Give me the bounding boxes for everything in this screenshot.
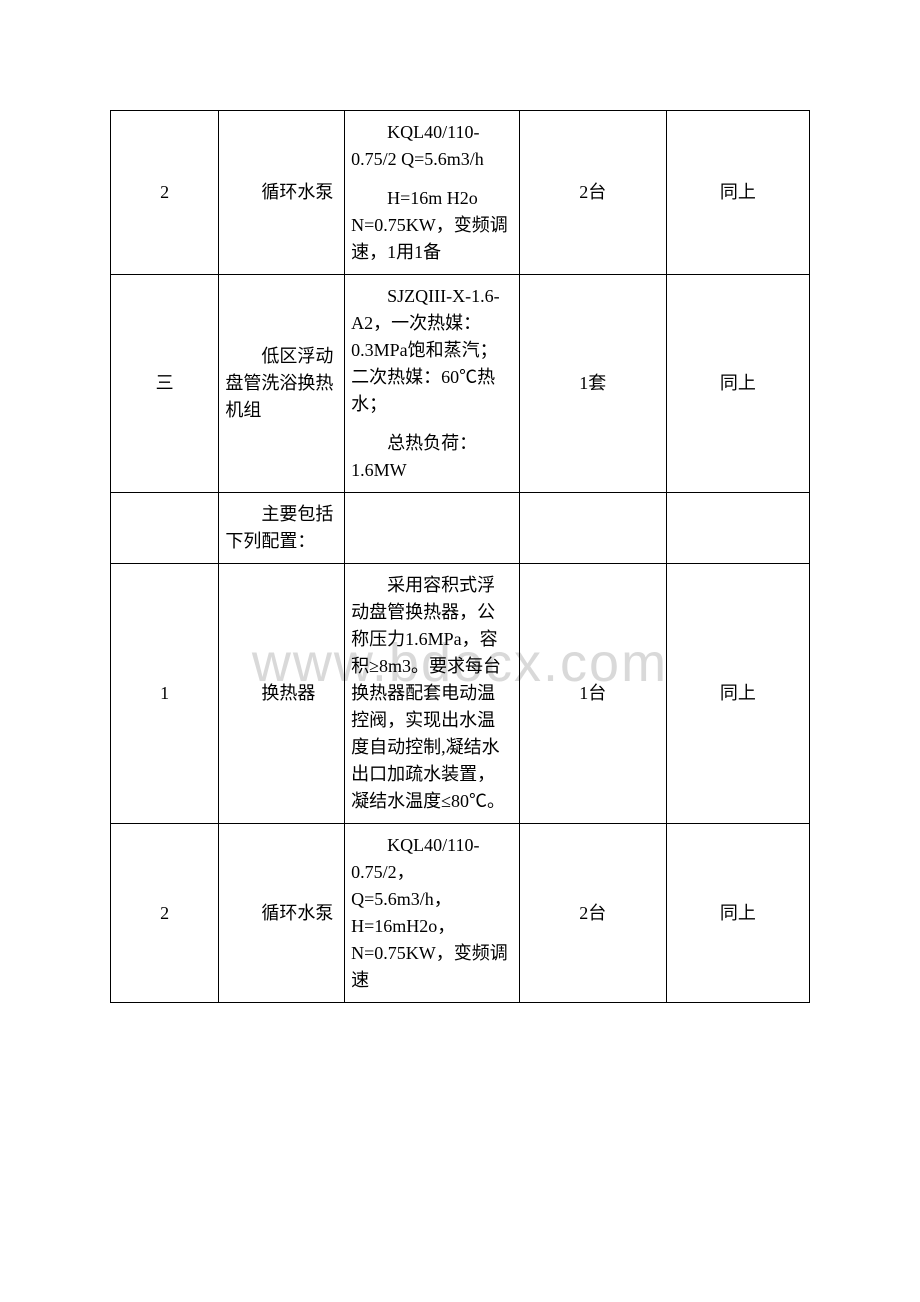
cell-spec-block: 采用容积式浮动盘管换热器，公称压力1.6MPa，容积≥8m3。要求每台换热器配套… [351,572,513,815]
cell-remark: 同上 [666,564,809,824]
cell-qty: 2台 [519,824,666,1003]
cell-spec: 采用容积式浮动盘管换热器，公称压力1.6MPa，容积≥8m3。要求每台换热器配套… [345,564,520,824]
cell-index: 1 [111,564,219,824]
cell-spec-block: H=16m H2o N=0.75KW，变频调速，1用1备 [351,185,513,266]
cell-qty: 1台 [519,564,666,824]
cell-spec: SJZQIII-X-1.6-A2，一次热媒：0.3MPa饱和蒸汽；二次热媒：60… [345,275,520,493]
cell-spec: KQL40/110-0.75/2 Q=5.6m3/h H=16m H2o N=0.… [345,111,520,275]
cell-spec-block: 总热负荷：1.6MW [351,430,513,484]
cell-index: 2 [111,824,219,1003]
cell-name-text: 循环水泵 [225,179,338,206]
cell-name: 主要包括下列配置： [219,493,345,564]
cell-spec-block: KQL40/110-0.75/2 Q=5.6m3/h [351,119,513,173]
table-row: 1换热器采用容积式浮动盘管换热器，公称压力1.6MPa，容积≥8m3。要求每台换… [111,564,810,824]
cell-name-text: 换热器 [225,680,338,707]
cell-remark: 同上 [666,824,809,1003]
cell-name: 循环水泵 [219,111,345,275]
cell-index: 三 [111,275,219,493]
cell-spec-block: KQL40/110-0.75/2，Q=5.6m3/h，H=16mH2o，N=0.… [351,832,513,994]
cell-qty: 1套 [519,275,666,493]
cell-name-text: 低区浮动盘管洗浴换热机组 [225,343,338,424]
cell-index [111,493,219,564]
table-row: 三低区浮动盘管洗浴换热机组SJZQIII-X-1.6-A2，一次热媒：0.3MP… [111,275,810,493]
cell-spec-block: SJZQIII-X-1.6-A2，一次热媒：0.3MPa饱和蒸汽；二次热媒：60… [351,283,513,418]
cell-index: 2 [111,111,219,275]
cell-spec: KQL40/110-0.75/2，Q=5.6m3/h，H=16mH2o，N=0.… [345,824,520,1003]
table-row: 2循环水泵 KQL40/110-0.75/2，Q=5.6m3/h，H=16mH2o… [111,824,810,1003]
cell-name: 循环水泵 [219,824,345,1003]
cell-remark: 同上 [666,111,809,275]
cell-name-text: 主要包括下列配置： [225,501,338,555]
cell-qty [519,493,666,564]
table-row: 2循环水泵 KQL40/110-0.75/2 Q=5.6m3/h H=16m H2o… [111,111,810,275]
equipment-table: 2循环水泵KQL40/110-0.75/2 Q=5.6m3/hH=16m H2o… [110,110,810,1003]
cell-name-text: 循环水泵 [225,900,338,927]
table-row: 主要包括下列配置： [111,493,810,564]
cell-qty: 2台 [519,111,666,275]
cell-name: 低区浮动盘管洗浴换热机组 [219,275,345,493]
content-wrapper: 2循环水泵KQL40/110-0.75/2 Q=5.6m3/hH=16m H2o… [110,110,810,1003]
cell-spec [345,493,520,564]
cell-name: 换热器 [219,564,345,824]
cell-remark [666,493,809,564]
cell-remark: 同上 [666,275,809,493]
